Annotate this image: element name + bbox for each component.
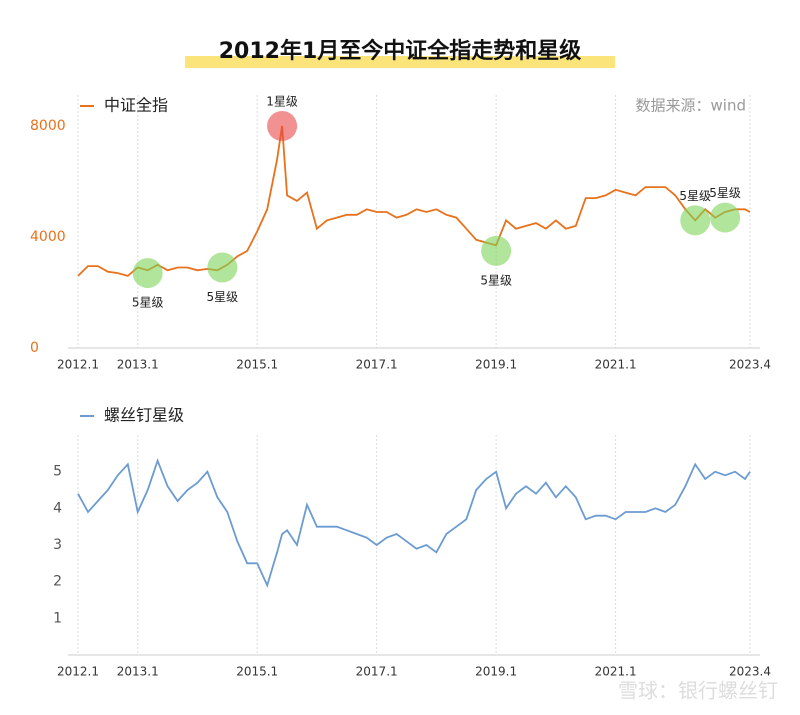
y-tick-label: 0 [30, 340, 39, 356]
annotation-marker [680, 205, 711, 236]
y-tick-label: 8000 [30, 118, 66, 134]
annotation-marker [132, 258, 163, 289]
x-tick-label: 2017.1 [356, 358, 398, 372]
series-line [77, 125, 751, 277]
y-tick-label: 2 [53, 574, 62, 590]
watermark: 雪球：银行螺丝钉 [618, 679, 778, 703]
source: 数据来源：wind [636, 97, 746, 115]
legend-label: 中证全指 [104, 96, 168, 115]
annotation-label: 5星级 [709, 186, 741, 200]
y-tick-label: 4 [53, 500, 62, 516]
annotation-label: 5星级 [207, 290, 239, 304]
annotation-label: 5星级 [679, 189, 711, 203]
x-tick-label: 2023.4 [729, 358, 771, 372]
annotation-label: 5星级 [480, 273, 512, 287]
annotation-label: 5星级 [132, 296, 164, 310]
annotation-marker [207, 252, 238, 283]
y-tick-label: 4000 [30, 229, 66, 245]
series-line [77, 458, 751, 588]
x-tick-label: 2015.1 [236, 665, 278, 679]
annotation-marker [710, 202, 741, 233]
x-tick-label: 2023.4 [729, 665, 771, 679]
y-tick-label: 3 [53, 537, 62, 553]
legend-label: 螺丝钉星级 [104, 406, 184, 425]
annotation-marker [481, 235, 512, 266]
x-tick-label: 2013.1 [117, 358, 159, 372]
x-tick-label: 2012.1 [57, 358, 99, 372]
annotation-label: 1星级 [266, 95, 298, 109]
x-tick-label: 2019.1 [475, 665, 517, 679]
y-tick-label: 5 [53, 464, 62, 480]
title-highlight [185, 56, 615, 68]
y-tick-label: 1 [53, 610, 62, 626]
x-tick-label: 2017.1 [356, 665, 398, 679]
x-tick-label: 2012.1 [57, 665, 99, 679]
x-tick-label: 2013.1 [117, 665, 159, 679]
title: 2012年1月至今中证全指走势和星级 [219, 38, 582, 64]
x-tick-label: 2019.1 [475, 358, 517, 372]
x-tick-label: 2021.1 [595, 665, 637, 679]
x-tick-label: 2015.1 [236, 358, 278, 372]
x-tick-label: 2021.1 [595, 358, 637, 372]
annotation-marker [267, 111, 298, 141]
